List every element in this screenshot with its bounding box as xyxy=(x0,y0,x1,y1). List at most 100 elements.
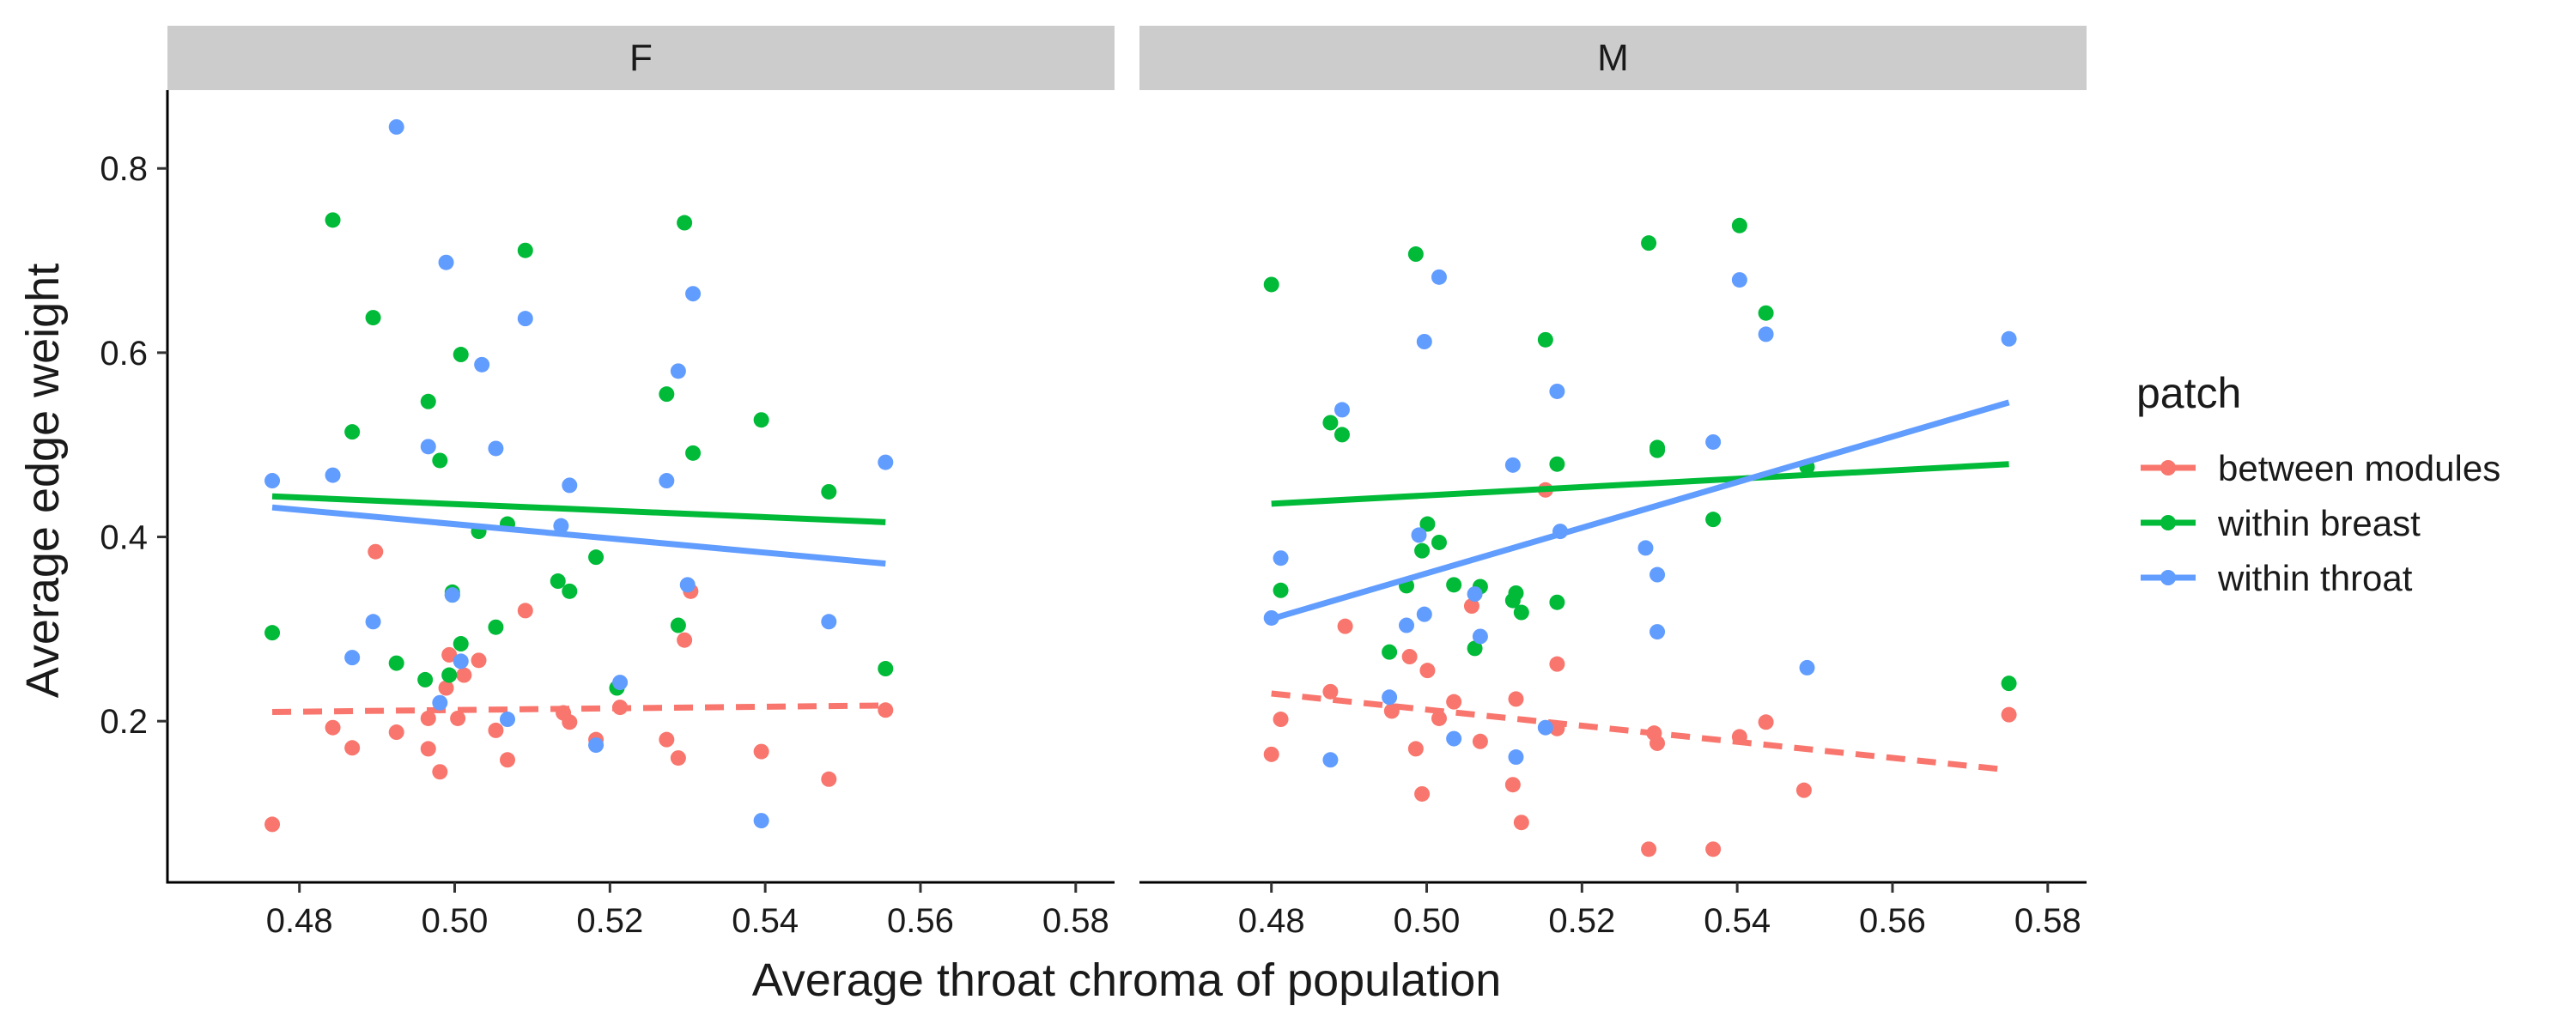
legend-title: patch xyxy=(2136,369,2241,417)
point-within-throat-f-8 xyxy=(444,587,460,603)
point-within-throat-f-1 xyxy=(325,467,341,483)
point-within-breast-m-11 xyxy=(1467,640,1483,657)
point-within-breast-m-22 xyxy=(1705,512,1722,528)
point-within-throat-m-21 xyxy=(1705,433,1722,450)
point-within-throat-f-23 xyxy=(821,614,837,630)
point-within-throat-m-13 xyxy=(1504,457,1521,473)
point-between-modules-m-10 xyxy=(1446,694,1462,710)
point-within-throat-f-17 xyxy=(612,675,629,691)
point-between-modules-f-4 xyxy=(388,724,404,741)
point-within-throat-f-12 xyxy=(499,712,515,728)
point-within-breast-f-6 xyxy=(420,393,436,409)
facet-strips: F M xyxy=(167,26,2087,90)
x-tick-label-m-4: 0.56 xyxy=(1859,902,1926,940)
point-within-breast-f-14 xyxy=(488,619,504,635)
point-within-breast-f-18 xyxy=(562,583,578,599)
point-between-modules-f-26 xyxy=(878,702,894,718)
point-within-breast-m-16 xyxy=(1537,331,1553,348)
point-within-breast-f-3 xyxy=(365,310,381,326)
point-within-throat-m-20 xyxy=(1649,624,1666,640)
point-within-throat-f-0 xyxy=(264,473,281,489)
point-between-modules-f-25 xyxy=(821,771,837,787)
point-within-breast-f-11 xyxy=(453,636,469,652)
point-within-breast-f-8 xyxy=(441,667,458,683)
x-tick-label-f-3: 0.54 xyxy=(732,902,799,940)
point-between-modules-m-1 xyxy=(1273,712,1289,728)
point-within-throat-m-11 xyxy=(1467,586,1483,603)
point-within-breast-m-7 xyxy=(1414,542,1431,559)
point-within-breast-m-15 xyxy=(1513,604,1529,621)
point-within-throat-f-21 xyxy=(685,286,702,302)
point-within-breast-f-22 xyxy=(670,617,686,633)
point-within-throat-f-16 xyxy=(588,737,605,754)
point-between-modules-m-11 xyxy=(1463,598,1479,615)
point-between-modules-f-17 xyxy=(562,714,578,730)
point-between-modules-m-22 xyxy=(1705,841,1722,857)
facet-strip-m xyxy=(1139,26,2087,90)
point-within-throat-m-2 xyxy=(1322,752,1339,768)
fit-line-within-throat-f xyxy=(271,504,886,567)
point-within-breast-f-19 xyxy=(588,549,605,566)
point-within-throat-m-8 xyxy=(1416,333,1432,349)
point-between-modules-f-1 xyxy=(325,719,341,736)
legend-marker-within-breast xyxy=(2160,515,2176,530)
point-between-modules-m-19 xyxy=(1641,841,1657,857)
point-within-throat-m-19 xyxy=(1649,566,1666,583)
point-within-throat-m-15 xyxy=(1537,719,1553,736)
legend: patch between modules within breast within… xyxy=(2136,369,2500,598)
y-tick-label-2: 0.6 xyxy=(100,335,148,373)
fit-line-within-breast-f xyxy=(271,493,886,525)
point-within-throat-f-24 xyxy=(878,454,894,470)
point-within-throat-f-22 xyxy=(753,813,769,829)
point-between-modules-f-22 xyxy=(677,632,693,648)
point-within-breast-f-4 xyxy=(388,655,404,671)
x-tick-label-m-3: 0.54 xyxy=(1704,902,1771,940)
point-between-modules-m-24 xyxy=(1758,714,1774,730)
point-within-throat-m-7 xyxy=(1416,606,1432,622)
point-within-breast-m-26 xyxy=(2001,676,2017,692)
point-within-breast-m-3 xyxy=(1334,427,1350,443)
point-between-modules-m-7 xyxy=(1414,785,1431,802)
fit-line-between-modules-f xyxy=(272,702,886,715)
axes: 0.48 0.50 0.52 0.54 0.56 0.58 0.48 0.50 0.52 0.54… xyxy=(100,90,2087,940)
point-between-modules-f-21 xyxy=(670,750,686,766)
point-within-throat-f-9 xyxy=(453,653,469,670)
x-tick-label-f-5: 0.58 xyxy=(1042,902,1109,940)
point-within-breast-m-6 xyxy=(1407,246,1424,263)
point-within-breast-f-1 xyxy=(325,212,341,228)
point-within-throat-f-13 xyxy=(517,311,533,327)
y-tick-label-1: 0.4 xyxy=(100,519,148,557)
facet-label-m: M xyxy=(1597,37,1629,79)
point-within-throat-f-20 xyxy=(679,577,696,593)
facet-label-f: F xyxy=(629,37,653,79)
legend-marker-within-throat xyxy=(2160,570,2176,585)
point-within-breast-m-24 xyxy=(1758,305,1774,321)
point-between-modules-f-2 xyxy=(344,740,361,756)
point-within-breast-f-7 xyxy=(432,452,448,469)
point-between-modules-m-0 xyxy=(1263,746,1279,762)
point-between-modules-m-12 xyxy=(1472,733,1488,749)
point-within-breast-f-0 xyxy=(264,625,281,641)
y-tick-label-0: 0.2 xyxy=(100,703,148,741)
point-within-throat-m-24 xyxy=(1799,659,1815,676)
point-within-breast-m-4 xyxy=(1382,644,1398,660)
x-axis-title: Average throat chroma of population xyxy=(752,954,1502,1006)
x-tick-label-f-4: 0.56 xyxy=(887,902,954,940)
point-within-breast-f-5 xyxy=(417,671,434,688)
point-within-throat-m-5 xyxy=(1399,617,1415,633)
point-within-breast-m-14 xyxy=(1508,585,1524,601)
point-within-throat-m-6 xyxy=(1411,527,1427,543)
point-within-breast-f-2 xyxy=(344,424,361,440)
point-within-breast-m-1 xyxy=(1273,582,1289,598)
x-tick-label-m-1: 0.50 xyxy=(1394,902,1461,940)
point-between-modules-m-2 xyxy=(1322,683,1339,700)
point-between-modules-m-15 xyxy=(1513,815,1529,831)
point-between-modules-m-25 xyxy=(1795,782,1812,798)
point-between-modules-f-10 xyxy=(450,710,466,726)
point-between-modules-m-21 xyxy=(1649,735,1666,751)
point-within-breast-m-9 xyxy=(1431,534,1447,550)
point-within-breast-m-2 xyxy=(1322,415,1339,431)
panel-m xyxy=(1263,217,2017,857)
point-between-modules-f-6 xyxy=(420,710,436,726)
y-axis-title: Average edge weight xyxy=(17,264,69,698)
